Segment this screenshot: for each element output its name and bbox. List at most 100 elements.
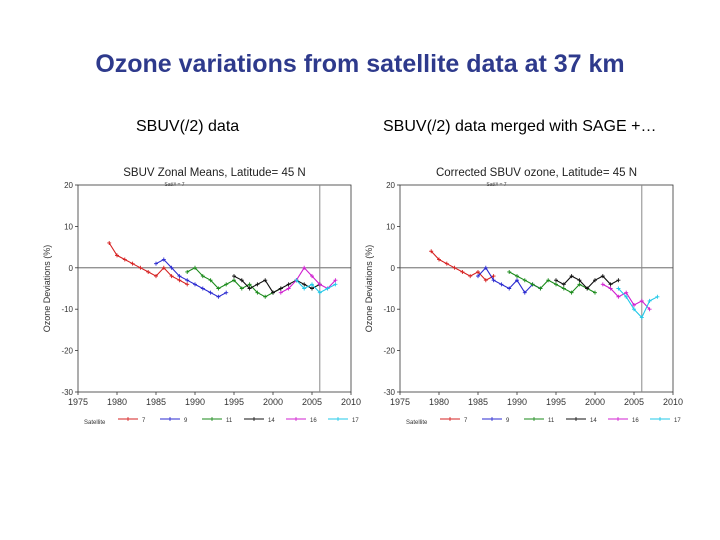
data-point-11 — [593, 290, 597, 295]
y-tick-label: -30 — [383, 388, 395, 397]
data-point-14 — [302, 282, 307, 287]
data-point-7 — [169, 274, 174, 279]
data-point-16 — [639, 298, 644, 303]
series-line-17 — [617, 288, 658, 319]
data-point-14 — [577, 278, 582, 283]
data-point-11 — [200, 274, 205, 279]
data-point-14 — [263, 278, 268, 283]
data-point-11 — [208, 278, 213, 283]
data-point-7 — [460, 269, 465, 274]
data-point-9 — [185, 278, 190, 283]
legend-marker-17 — [336, 417, 340, 421]
data-point-14 — [232, 274, 236, 279]
y-tick-label: 20 — [64, 181, 73, 190]
data-point-14 — [569, 274, 574, 279]
legend-label-7: 7 — [142, 418, 146, 424]
data-point-11 — [530, 282, 535, 287]
x-tick-label: 1980 — [107, 397, 127, 407]
legend-marker-7 — [126, 417, 130, 421]
data-point-11 — [569, 290, 574, 295]
data-point-9 — [483, 265, 488, 270]
legend-marker-11 — [532, 417, 536, 421]
legend-marker-9 — [490, 417, 494, 421]
legend-title: Satellite — [406, 420, 428, 426]
data-point-14 — [255, 282, 260, 287]
data-point-17 — [632, 307, 636, 312]
data-point-7 — [468, 274, 473, 279]
data-point-17 — [294, 278, 299, 283]
x-tick-label: 1980 — [429, 397, 449, 407]
x-tick-label: 1990 — [507, 397, 527, 407]
data-point-9 — [515, 278, 519, 283]
legend-marker-16 — [616, 417, 620, 421]
y-tick-label: 10 — [64, 222, 73, 231]
legend-marker-14 — [574, 417, 578, 421]
x-tick-label: 1995 — [224, 397, 244, 407]
data-point-17 — [639, 315, 644, 320]
data-point-11 — [193, 265, 197, 270]
data-point-17 — [325, 286, 330, 291]
legend-label-11: 11 — [226, 418, 233, 424]
data-point-7 — [483, 278, 488, 283]
y-tick-label: 10 — [386, 222, 395, 231]
data-point-9 — [224, 290, 229, 295]
data-point-7 — [138, 265, 143, 270]
chart-corrected-sbuv-ozone: Corrected SBUV ozone, Latitude= 45 NSat/… — [364, 167, 683, 426]
data-point-9 — [154, 261, 158, 266]
data-point-17 — [624, 294, 629, 299]
data-point-11 — [546, 278, 551, 283]
x-tick-label: 2010 — [341, 397, 361, 407]
data-point-9 — [491, 278, 496, 283]
data-point-9 — [161, 257, 166, 262]
x-tick-label: 1975 — [390, 397, 410, 407]
legend-marker-17 — [658, 417, 662, 421]
data-point-7 — [107, 240, 112, 245]
left-chart-label: SBUV(/2) data — [136, 118, 240, 135]
data-point-11 — [239, 286, 244, 291]
data-point-9 — [216, 294, 221, 299]
legend-marker-7 — [448, 417, 452, 421]
data-point-17 — [317, 290, 322, 295]
data-point-14 — [561, 282, 566, 287]
data-point-17 — [302, 286, 307, 291]
data-point-11 — [255, 290, 260, 295]
y-axis-label: Ozone Deviations (%) — [42, 245, 52, 333]
data-point-17 — [616, 286, 621, 291]
data-point-17 — [647, 298, 652, 303]
y-tick-label: -10 — [383, 305, 395, 314]
series-line-7 — [108, 242, 188, 285]
data-point-9 — [169, 265, 174, 270]
legend-label-17: 17 — [352, 418, 359, 424]
data-point-16 — [278, 290, 283, 295]
x-tick-label: 1985 — [146, 397, 166, 407]
data-point-16 — [632, 303, 636, 308]
legend-label-14: 14 — [268, 418, 275, 424]
data-point-17 — [310, 282, 314, 287]
x-tick-label: 2000 — [585, 397, 605, 407]
data-point-9 — [507, 286, 512, 291]
data-point-11 — [263, 294, 268, 299]
data-point-9 — [522, 290, 527, 295]
data-point-16 — [616, 294, 621, 299]
data-point-11 — [561, 286, 566, 291]
data-point-11 — [216, 286, 221, 291]
data-point-17 — [333, 282, 338, 287]
data-point-9 — [499, 282, 504, 287]
data-point-9 — [200, 286, 205, 291]
data-point-17 — [655, 294, 660, 299]
y-axis-label: Ozone Deviations (%) — [364, 245, 374, 333]
series-line-16 — [280, 266, 336, 294]
data-point-11 — [515, 274, 519, 279]
legend-marker-14 — [252, 417, 256, 421]
data-point-14 — [600, 274, 605, 279]
data-point-14 — [247, 286, 252, 291]
data-point-16 — [286, 286, 291, 291]
data-point-16 — [608, 286, 613, 291]
data-point-14 — [585, 286, 590, 291]
data-point-16 — [624, 290, 629, 295]
data-point-7 — [115, 253, 119, 258]
data-point-11 — [247, 282, 252, 287]
x-tick-label: 2005 — [302, 397, 322, 407]
y-tick-label: 0 — [391, 264, 396, 273]
